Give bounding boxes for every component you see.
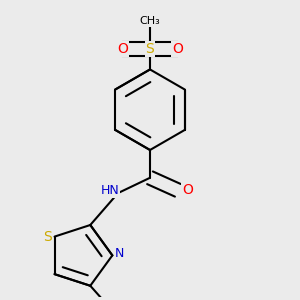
- Text: HN: HN: [100, 184, 119, 197]
- Text: O: O: [182, 183, 193, 197]
- Text: S: S: [43, 230, 52, 244]
- Text: S: S: [146, 42, 154, 56]
- Text: O: O: [117, 42, 128, 56]
- Text: O: O: [172, 42, 183, 56]
- Text: CH₃: CH₃: [140, 16, 160, 26]
- Text: N: N: [115, 248, 124, 260]
